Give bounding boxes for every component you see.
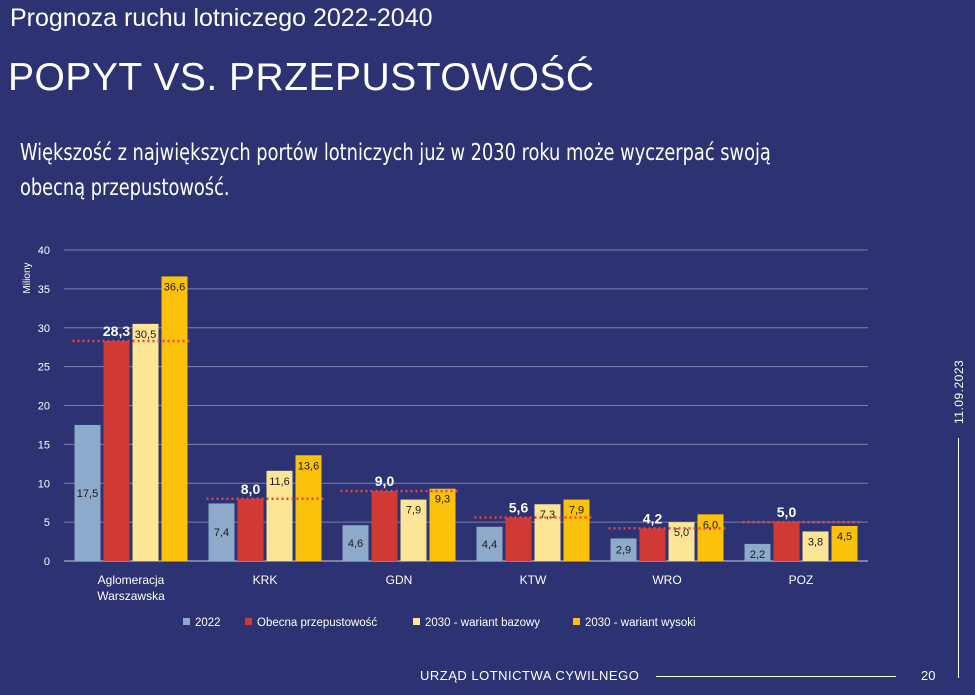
bar — [563, 499, 590, 561]
y-tick-label: 25 — [38, 362, 50, 374]
bar — [831, 526, 858, 561]
y-tick-label: 10 — [38, 478, 50, 490]
y-tick-label: 35 — [38, 284, 50, 296]
data-label: 9,0 — [375, 473, 395, 489]
x-category-label: WRO — [652, 573, 681, 587]
footer-divider — [656, 676, 896, 677]
data-label: 7,9 — [406, 505, 421, 517]
legend-swatch — [413, 618, 420, 625]
slide-title: POPYT VS. PRZEPUSTOWOŚĆ — [8, 56, 595, 99]
vertical-divider — [958, 438, 959, 678]
bar — [266, 470, 293, 561]
data-label: 4,4 — [482, 539, 497, 551]
y-tick-label: 30 — [38, 323, 50, 335]
bar — [295, 455, 322, 561]
data-label: 28,3 — [103, 323, 130, 339]
bar — [697, 514, 724, 561]
data-label: 4,5 — [837, 531, 852, 543]
bar — [802, 531, 829, 561]
data-label: 3,8 — [808, 536, 823, 548]
data-label: 4,6 — [348, 538, 363, 550]
y-tick-label: 15 — [38, 439, 50, 451]
x-category-label: Aglomeracja — [98, 573, 165, 587]
x-category-label: POZ — [789, 573, 814, 587]
x-category-label: Warszawska — [97, 589, 165, 603]
slide-date: 11.09.2023 — [952, 359, 966, 424]
bar — [103, 340, 130, 561]
data-label: 8,0 — [241, 481, 261, 497]
x-category-label: KTW — [520, 573, 547, 587]
bar — [74, 424, 101, 561]
bar — [371, 491, 398, 561]
legend-swatch — [245, 618, 252, 625]
y-tick-label: 0 — [44, 556, 50, 568]
bar — [505, 517, 532, 561]
legend-label: 2030 - wariant bazowy — [425, 617, 540, 629]
y-tick-label: 20 — [38, 401, 50, 413]
legend-label: Obecna przepustowość — [257, 617, 377, 629]
data-label: 11,6 — [269, 476, 290, 488]
legend-swatch — [183, 618, 190, 625]
bar — [132, 323, 159, 561]
y-axis-label: Miliony — [22, 262, 33, 293]
lead-text: Większość z największych portów lotniczy… — [20, 140, 771, 201]
bar — [639, 528, 666, 561]
data-label: 7,3 — [540, 509, 555, 521]
bar — [429, 488, 456, 561]
data-label: 30,5 — [135, 329, 156, 341]
data-label: 5,0 — [674, 527, 689, 539]
data-label: 2,9 — [616, 545, 631, 557]
data-label: 5,0 — [777, 504, 797, 520]
bar — [610, 538, 637, 561]
bar — [342, 525, 369, 561]
bar — [208, 503, 235, 561]
data-label: 9,3 — [435, 494, 450, 506]
bar — [237, 498, 264, 561]
bar — [161, 276, 188, 561]
data-label: 36,6 — [164, 281, 185, 293]
legend-label: 2022 — [195, 617, 221, 629]
slide-subtitle: Prognoza ruchu lotniczego 2022-2040 — [10, 4, 433, 32]
y-tick-label: 5 — [44, 517, 50, 529]
data-label: 5,6 — [509, 499, 529, 515]
bar — [400, 499, 427, 561]
data-label: 17,5 — [77, 488, 98, 500]
bar — [744, 543, 771, 561]
footer-organization: URZĄD LOTNICTWA CYWILNEGO — [420, 668, 640, 683]
page-number: 20 — [921, 668, 936, 683]
legend-swatch — [573, 618, 580, 625]
x-category-label: GDN — [386, 573, 413, 587]
x-category-label: KRK — [253, 573, 278, 587]
y-tick-label: 40 — [38, 245, 50, 257]
data-label: 7,4 — [214, 527, 229, 539]
data-label: 7,9 — [569, 505, 584, 517]
bar — [534, 504, 561, 561]
bar — [773, 522, 800, 561]
legend-label: 2030 - wariant wysoki — [585, 617, 696, 629]
data-label: 13,6 — [298, 460, 319, 472]
bar — [476, 526, 503, 561]
data-label: 4,2 — [643, 510, 663, 526]
data-label: 2,2 — [750, 549, 765, 561]
